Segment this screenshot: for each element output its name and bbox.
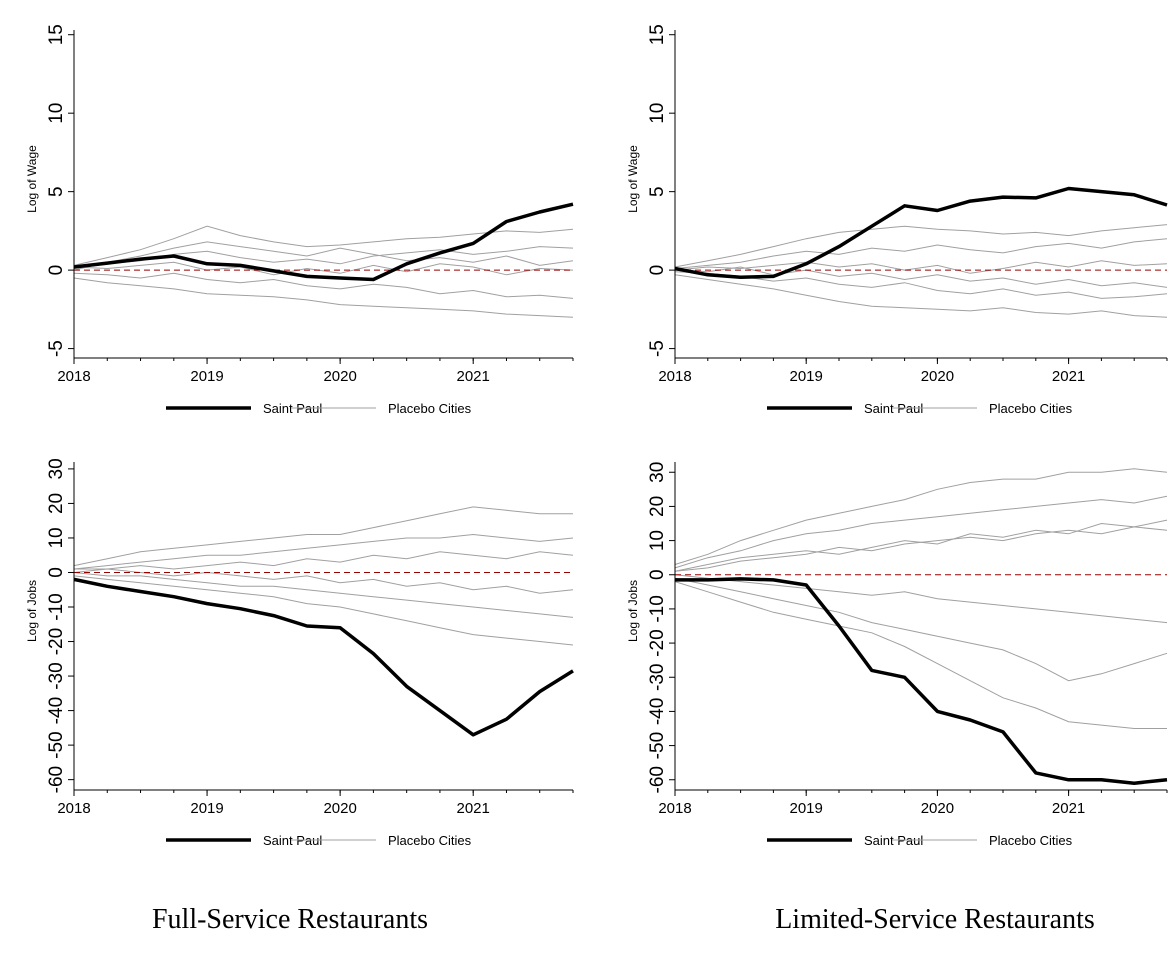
x-tick-label: 2019 bbox=[190, 800, 223, 817]
y-tick-label: -30 bbox=[46, 662, 67, 689]
y-tick-label: 5 bbox=[46, 186, 67, 197]
y-tick-label: -50 bbox=[46, 731, 67, 758]
x-tick-label: 2021 bbox=[457, 368, 490, 385]
y-axis-title: Log of Jobs bbox=[25, 580, 39, 642]
y-tick-label: -20 bbox=[647, 629, 668, 656]
placebo-line bbox=[73, 572, 574, 618]
y-tick-label: -30 bbox=[647, 664, 668, 691]
x-tick-label: 2021 bbox=[1052, 800, 1085, 817]
placebo-line bbox=[674, 581, 1167, 729]
y-axis-title: Log of Jobs bbox=[626, 580, 640, 642]
placebo-line bbox=[674, 519, 1168, 572]
y-tick-label: -5 bbox=[46, 340, 67, 357]
y-tick-label: -5 bbox=[647, 340, 668, 357]
y-axis-title: Log of Wage bbox=[626, 145, 640, 213]
y-tick-label: -40 bbox=[647, 698, 668, 725]
x-tick-label: 2018 bbox=[658, 368, 691, 385]
y-tick-label: -60 bbox=[647, 766, 668, 793]
placebo-line bbox=[73, 568, 574, 594]
y-tick-label: 30 bbox=[647, 462, 668, 483]
column-caption: Limited-Service Restaurants bbox=[775, 904, 1095, 935]
placebo-line bbox=[73, 533, 574, 570]
placebo-line bbox=[674, 468, 1168, 565]
legend-label: Placebo Cities bbox=[388, 833, 472, 848]
x-tick-label: 2019 bbox=[190, 368, 223, 385]
y-tick-label: 0 bbox=[647, 265, 668, 276]
x-tick-label: 2020 bbox=[323, 368, 356, 385]
placebo-line bbox=[73, 272, 574, 299]
x-tick-label: 2018 bbox=[57, 368, 90, 385]
column-caption: Full-Service Restaurants bbox=[152, 904, 428, 935]
x-tick-label: 2020 bbox=[323, 800, 356, 817]
x-tick-label: 2021 bbox=[1052, 368, 1085, 385]
legend-label: Placebo Cities bbox=[989, 401, 1073, 416]
placebo-line bbox=[674, 495, 1168, 569]
treated-line bbox=[675, 577, 1168, 785]
x-tick-label: 2019 bbox=[790, 800, 823, 817]
placebo-line bbox=[674, 260, 1168, 274]
placebo-line bbox=[73, 575, 574, 646]
y-tick-label: 20 bbox=[647, 496, 668, 517]
y-tick-label: -10 bbox=[647, 595, 668, 622]
treated-line bbox=[73, 577, 574, 737]
y-tick-label: 15 bbox=[46, 24, 67, 45]
placebo-line bbox=[73, 506, 573, 567]
y-tick-label: 5 bbox=[647, 186, 668, 197]
y-tick-label: -60 bbox=[46, 766, 67, 793]
placebo-line bbox=[674, 224, 1168, 268]
y-tick-label: 10 bbox=[46, 103, 67, 124]
x-tick-label: 2018 bbox=[658, 800, 691, 817]
y-tick-label: 10 bbox=[647, 103, 668, 124]
legend-label: Placebo Cities bbox=[388, 401, 472, 416]
x-tick-label: 2018 bbox=[57, 800, 90, 817]
y-tick-label: -50 bbox=[647, 732, 668, 759]
x-tick-label: 2021 bbox=[457, 800, 490, 817]
x-tick-label: 2020 bbox=[921, 800, 954, 817]
y-tick-label: 15 bbox=[647, 24, 668, 45]
placebo-line bbox=[674, 274, 1168, 318]
placebo-line bbox=[74, 551, 574, 570]
y-tick-label: -40 bbox=[46, 697, 67, 724]
placebo-line bbox=[674, 238, 1168, 269]
y-tick-label: 10 bbox=[46, 527, 67, 548]
y-tick-label: 30 bbox=[46, 458, 67, 479]
y-tick-label: 20 bbox=[46, 493, 67, 514]
y-tick-label: -10 bbox=[46, 593, 67, 620]
placebo-line bbox=[73, 241, 574, 271]
y-axis-title: Log of Wage bbox=[25, 145, 39, 213]
legend-label: Placebo Cities bbox=[989, 833, 1073, 848]
x-tick-label: 2019 bbox=[790, 368, 823, 385]
y-tick-label: 0 bbox=[46, 265, 67, 276]
placebo-line bbox=[674, 266, 1168, 288]
treated-line bbox=[674, 186, 1168, 279]
y-tick-label: -20 bbox=[46, 628, 67, 655]
y-tick-label: 10 bbox=[647, 530, 668, 551]
placebo-line bbox=[674, 526, 1168, 572]
placebo-line bbox=[674, 577, 1168, 682]
treated-line bbox=[73, 202, 574, 282]
placebo-line bbox=[674, 574, 1168, 624]
placebo-line bbox=[73, 261, 574, 276]
placebo-line bbox=[674, 271, 1168, 299]
placebo-line bbox=[73, 277, 574, 318]
y-tick-label: 0 bbox=[647, 569, 668, 580]
x-tick-label: 2020 bbox=[921, 368, 954, 385]
y-tick-label: 0 bbox=[46, 567, 67, 578]
